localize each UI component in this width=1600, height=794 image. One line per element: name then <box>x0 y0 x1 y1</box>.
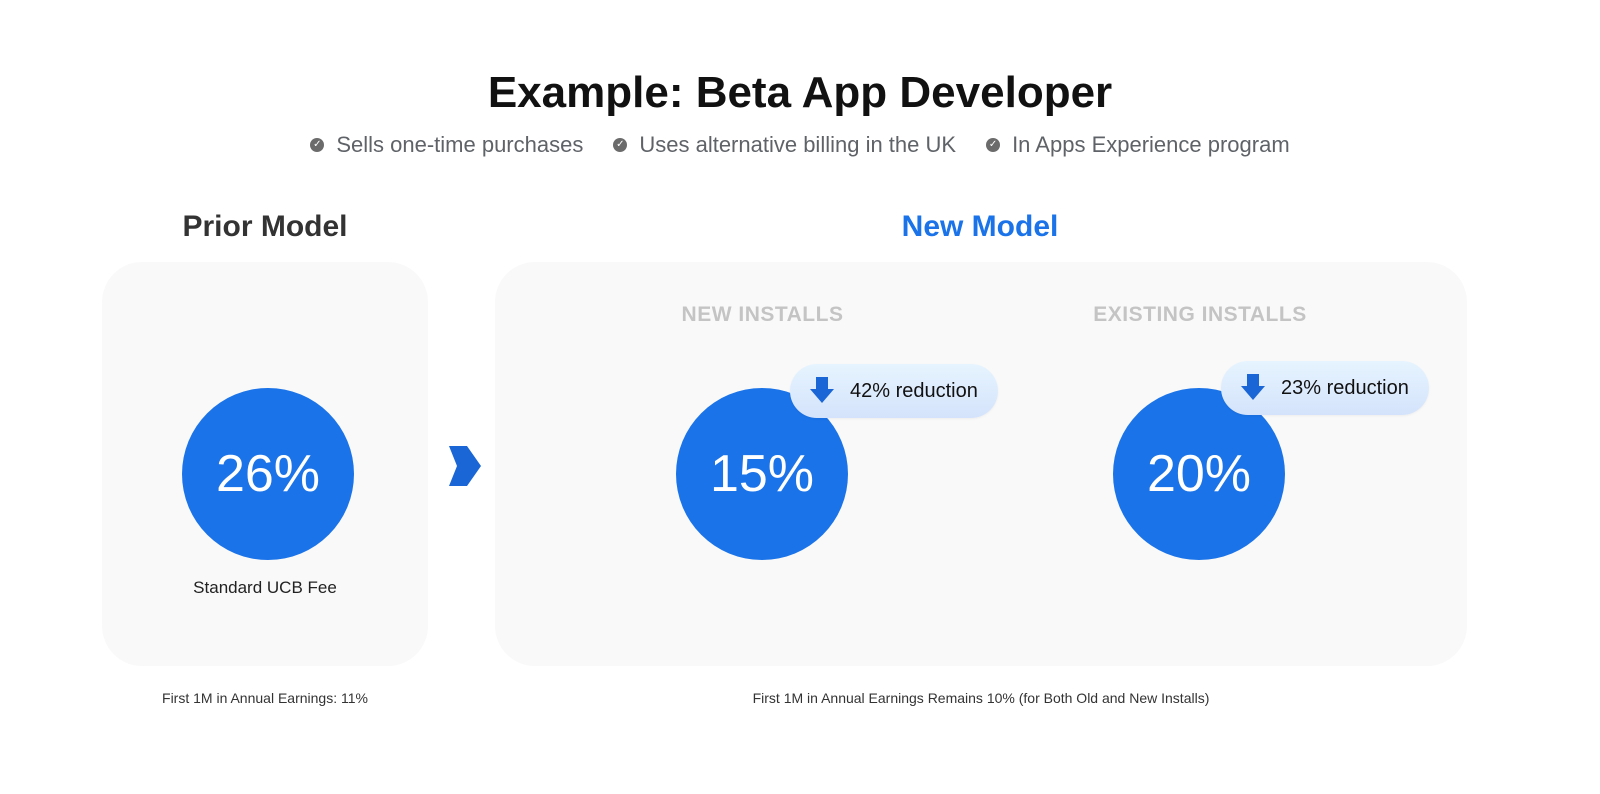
new-installs-fee-circle: 15% <box>676 388 848 560</box>
arrow-down-icon <box>1241 374 1265 400</box>
existing-installs-label: EXISTING INSTALLS <box>1093 303 1307 326</box>
new-installs-reduction-badge: 42% reduction <box>790 364 998 418</box>
prior-model-heading: Prior Model <box>182 210 348 243</box>
check-icon: ✓ <box>310 138 325 152</box>
new-model-heading: New Model <box>901 210 1059 243</box>
prior-footnote: First 1M in Annual Earnings: 11% <box>162 690 368 706</box>
existing-installs-reduction-badge: 23% reduction <box>1221 361 1429 415</box>
new-model-panel <box>495 262 1467 666</box>
arrow-down-icon <box>810 377 834 403</box>
feature-item: ✓ Sells one-time purchases <box>310 132 583 158</box>
feature-item: ✓ In Apps Experience program <box>986 132 1290 158</box>
check-icon: ✓ <box>986 138 1001 152</box>
page-title: Example: Beta App Developer <box>487 68 1113 117</box>
prior-fee-circle: 26% <box>182 388 354 560</box>
new-footnote: First 1M in Annual Earnings Remains 10% … <box>752 690 1210 706</box>
existing-installs-fee-circle: 20% <box>1113 388 1285 560</box>
prior-fee-label: Standard UCB Fee <box>193 578 337 597</box>
feature-item: ✓ Uses alternative billing in the UK <box>613 132 956 158</box>
new-installs-label: NEW INSTALLS <box>681 303 844 326</box>
check-icon: ✓ <box>613 138 628 152</box>
feature-list: ✓ Sells one-time purchases ✓ Uses alternat… <box>0 132 1600 158</box>
arrow-right-icon <box>449 446 481 486</box>
